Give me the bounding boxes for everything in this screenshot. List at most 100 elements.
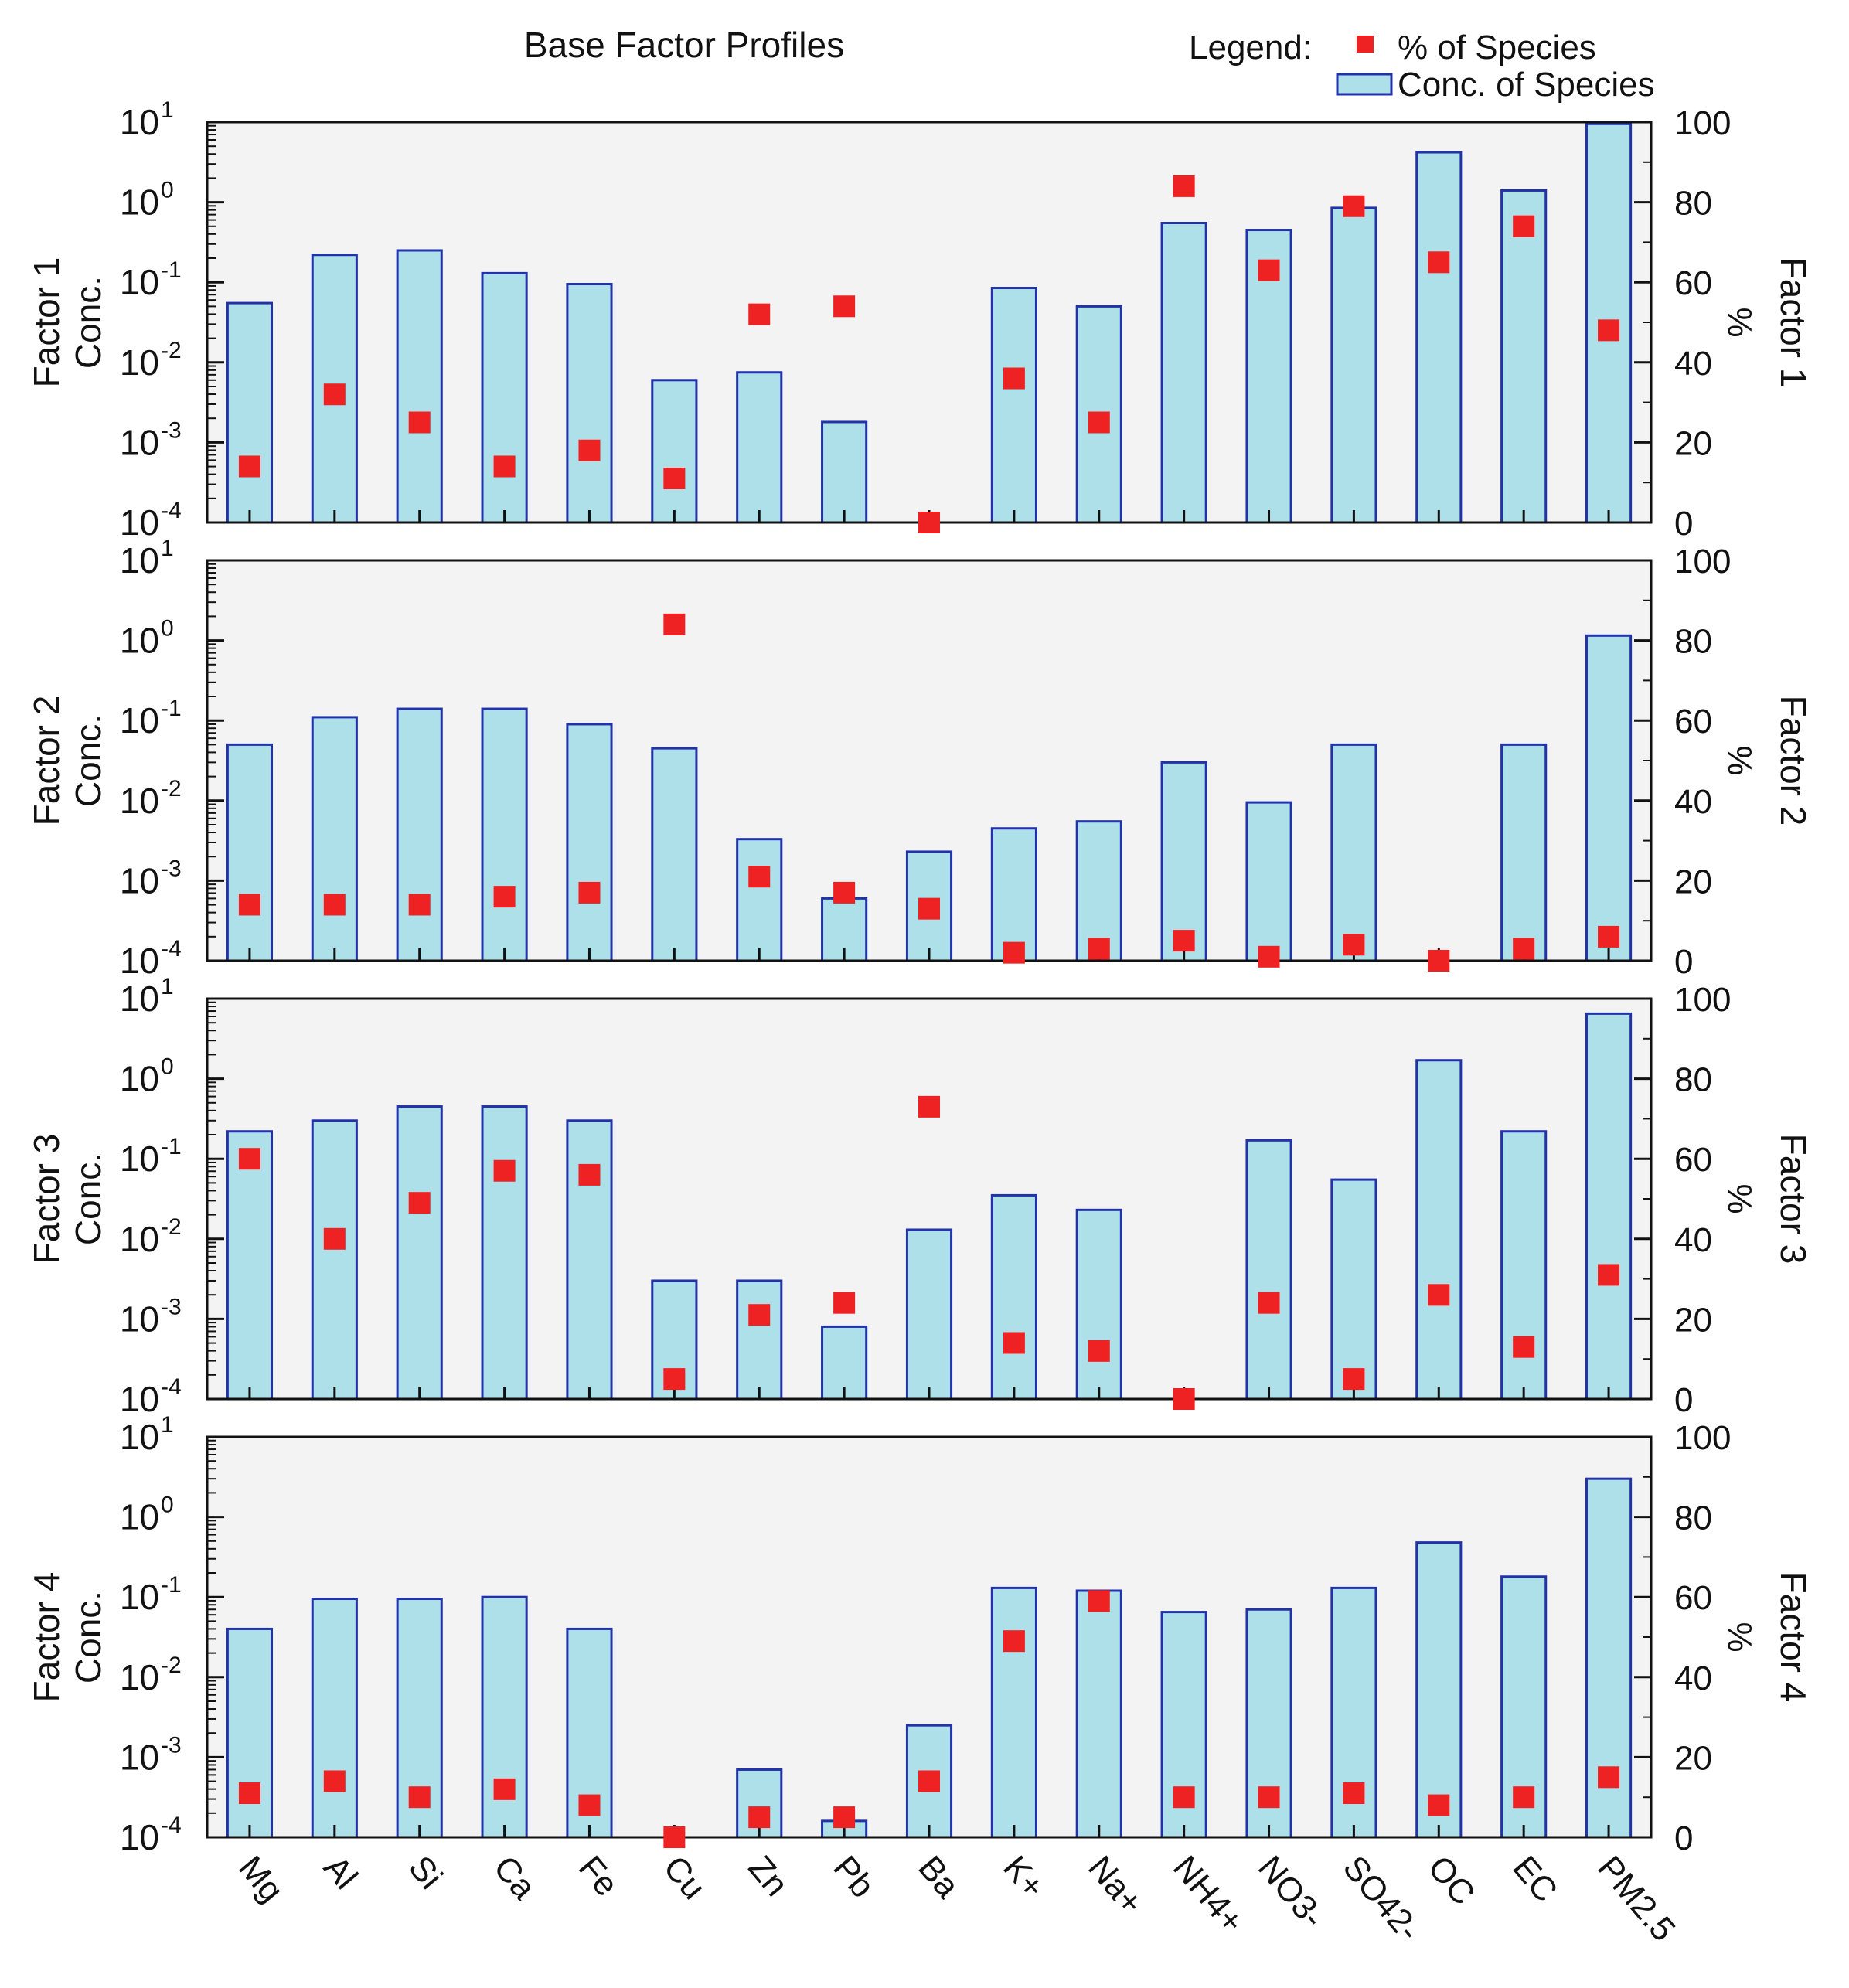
bar-no3minus bbox=[1245, 801, 1292, 962]
bar-pb bbox=[821, 420, 868, 524]
percent-marker-kplus bbox=[1003, 1332, 1025, 1354]
percent-marker-ba bbox=[918, 512, 940, 533]
percent-marker-al bbox=[323, 894, 346, 916]
right-axis-factor-label: Factor 1 bbox=[1773, 257, 1813, 388]
right-axis-factor-label: Factor 4 bbox=[1773, 1572, 1813, 1703]
bar-fe bbox=[566, 723, 613, 962]
percent-marker-so42minus bbox=[1343, 934, 1365, 956]
right-tick-label: 100 bbox=[1674, 104, 1731, 142]
right-tick-label: 40 bbox=[1674, 783, 1712, 821]
right-tick-label: 0 bbox=[1674, 505, 1693, 543]
percent-marker-al bbox=[323, 383, 346, 406]
percent-marker-mg bbox=[238, 1148, 260, 1170]
left-tick-exponent: -1 bbox=[161, 1134, 182, 1159]
percent-marker-fe bbox=[578, 881, 601, 904]
left-tick-label: 10 bbox=[120, 1497, 159, 1537]
right-tick-label: 60 bbox=[1674, 703, 1712, 740]
percent-marker-nh4plus bbox=[1173, 1388, 1195, 1410]
percent-marker-zn bbox=[748, 303, 771, 325]
right-tick-label: 0 bbox=[1674, 943, 1693, 981]
right-axis-unit-label: % bbox=[1721, 307, 1759, 337]
percent-marker-si bbox=[408, 1192, 431, 1214]
bar-si bbox=[396, 249, 443, 524]
percent-marker-mg bbox=[238, 894, 260, 916]
left-tick-label: 10 bbox=[120, 700, 159, 740]
right-axis-factor-label: Factor 3 bbox=[1773, 1134, 1813, 1265]
percent-marker-ec bbox=[1513, 1336, 1535, 1358]
left-tick-label: 10 bbox=[120, 860, 159, 900]
left-axis-label-line2: Conc. bbox=[68, 1591, 108, 1683]
left-tick-exponent: 0 bbox=[161, 616, 174, 642]
left-tick-exponent: -3 bbox=[161, 1294, 182, 1319]
bar-oc bbox=[1415, 1059, 1463, 1401]
right-tick-label: 20 bbox=[1674, 863, 1712, 900]
bar-ca bbox=[481, 707, 528, 962]
bar-ec bbox=[1500, 743, 1548, 962]
bar-oc bbox=[1415, 151, 1463, 524]
right-tick-label: 40 bbox=[1674, 345, 1712, 383]
bar-fe bbox=[566, 1119, 613, 1401]
left-tick-label: 10 bbox=[120, 1139, 159, 1179]
bar-ba bbox=[905, 1228, 953, 1401]
bar-zn bbox=[736, 1279, 783, 1401]
bar-fe bbox=[566, 283, 613, 524]
left-tick-label: 10 bbox=[120, 1737, 159, 1777]
percent-marker-si bbox=[408, 411, 431, 434]
legend-label: Legend: bbox=[1189, 29, 1312, 66]
percent-marker-zn bbox=[748, 1304, 771, 1326]
right-tick-label: 0 bbox=[1674, 1819, 1693, 1857]
left-tick-exponent: -3 bbox=[161, 417, 182, 443]
bar-mg bbox=[226, 743, 274, 962]
percent-marker-no3minus bbox=[1258, 1292, 1280, 1314]
left-tick-exponent: -3 bbox=[161, 856, 182, 881]
left-tick-label: 10 bbox=[120, 1299, 159, 1339]
left-tick-label: 10 bbox=[120, 941, 159, 981]
percent-marker-al bbox=[323, 1770, 346, 1792]
percent-marker-so42minus bbox=[1343, 1782, 1365, 1805]
right-tick-label: 80 bbox=[1674, 1061, 1712, 1099]
left-tick-exponent: -2 bbox=[161, 776, 182, 802]
left-axis-label-line1: Factor 4 bbox=[26, 1572, 66, 1703]
percent-marker-oc bbox=[1428, 1284, 1450, 1306]
right-tick-label: 60 bbox=[1674, 264, 1712, 302]
percent-marker-ba bbox=[918, 1770, 940, 1792]
percent-marker-zn bbox=[748, 1806, 771, 1829]
percent-marker-oc bbox=[1428, 950, 1450, 972]
percent-marker-pm25 bbox=[1598, 319, 1620, 342]
bar-zn bbox=[736, 838, 783, 962]
percent-marker-si bbox=[408, 894, 431, 916]
left-tick-exponent: -2 bbox=[161, 1653, 182, 1678]
percent-marker-si bbox=[408, 1786, 431, 1809]
right-tick-label: 40 bbox=[1674, 1221, 1712, 1259]
bar-naplus bbox=[1075, 1208, 1122, 1401]
right-axis-unit-label: % bbox=[1721, 745, 1759, 775]
left-tick-label: 10 bbox=[120, 1059, 159, 1099]
bar-naplus bbox=[1075, 1589, 1122, 1839]
right-axis-unit-label: % bbox=[1721, 1183, 1759, 1214]
legend-item-percent: % of Species bbox=[1398, 29, 1596, 66]
percent-marker-cu bbox=[663, 1826, 686, 1848]
right-tick-label: 100 bbox=[1674, 981, 1731, 1019]
percent-marker-cu bbox=[663, 468, 686, 490]
legend: Legend: % of Species Conc. of Species bbox=[1189, 29, 1655, 104]
bar-kplus bbox=[990, 287, 1037, 524]
bar-al bbox=[311, 1598, 358, 1839]
bar-mg bbox=[226, 1130, 274, 1401]
right-tick-label: 0 bbox=[1674, 1381, 1693, 1419]
right-tick-label: 100 bbox=[1674, 1419, 1731, 1457]
left-tick-label: 10 bbox=[120, 979, 159, 1019]
bar-so42minus bbox=[1330, 743, 1377, 962]
percent-marker-zn bbox=[748, 866, 771, 888]
left-axis-label-line2: Conc. bbox=[68, 714, 108, 807]
percent-marker-ba bbox=[918, 897, 940, 920]
percent-marker-mg bbox=[238, 1782, 260, 1805]
left-tick-exponent: -3 bbox=[161, 1732, 182, 1758]
right-tick-label: 100 bbox=[1674, 543, 1731, 580]
percent-marker-ca bbox=[493, 455, 516, 478]
right-tick-label: 80 bbox=[1674, 623, 1712, 661]
left-tick-label: 10 bbox=[120, 1817, 159, 1857]
bar-al bbox=[311, 1119, 358, 1401]
bar-si bbox=[396, 707, 443, 962]
